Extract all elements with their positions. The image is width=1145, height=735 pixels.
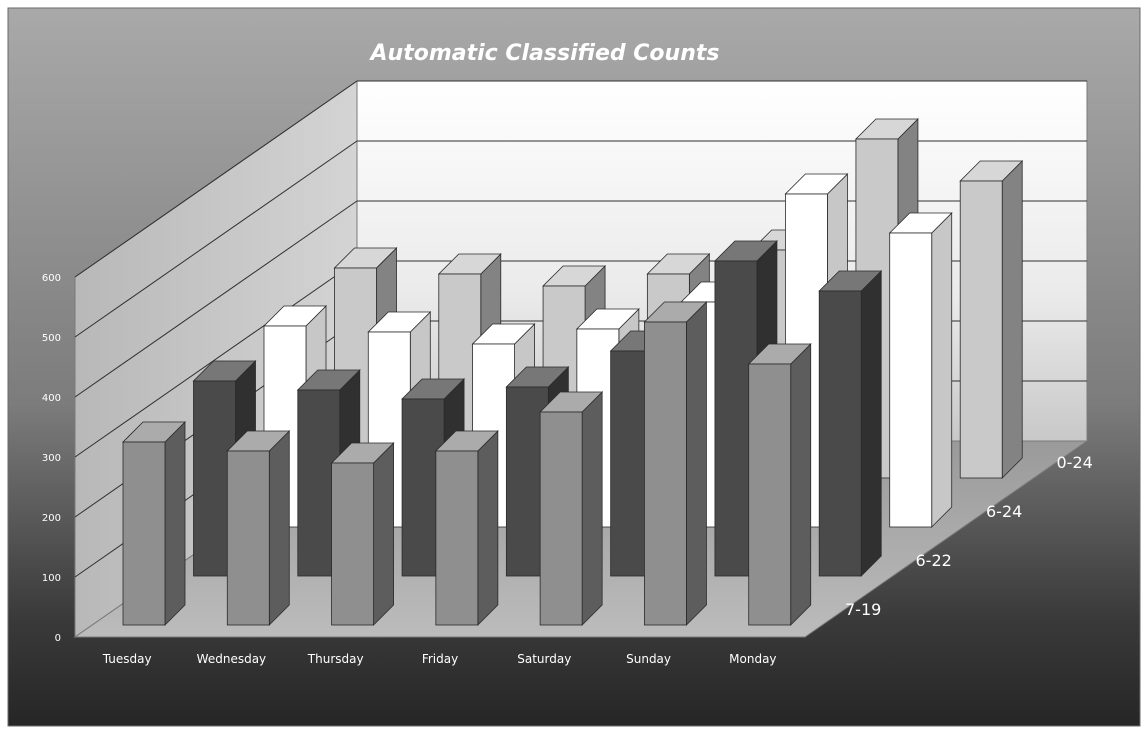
y-tick-label: 300 — [42, 453, 61, 464]
bar — [747, 343, 812, 626]
bar-side — [373, 442, 394, 626]
category-label: Saturday — [517, 652, 571, 666]
series-label: 6-24 — [986, 502, 1022, 521]
bar-front — [122, 441, 166, 626]
y-tick-label: 0 — [55, 633, 61, 644]
bar-front — [331, 462, 374, 626]
bar-side — [860, 270, 882, 577]
bar — [539, 391, 604, 626]
bar — [330, 442, 395, 626]
chart-title: Automatic Classified Counts — [369, 41, 720, 66]
bar — [643, 301, 708, 626]
chart-bars — [122, 118, 1024, 626]
bar-front — [959, 180, 1003, 479]
chart-axis-labels: 0 100 200 300 400 500 600 Tuesday Wednesday Thurs… — [42, 273, 1093, 666]
gridline-side — [74, 260, 358, 458]
bar-side — [1001, 160, 1023, 479]
y-tick-label: 100 — [42, 573, 61, 584]
y-tick-label: 600 — [42, 273, 61, 284]
gridline-side — [74, 140, 358, 338]
gridline-side — [74, 80, 358, 278]
category-label: Sunday — [626, 652, 671, 666]
bar-front — [818, 290, 862, 577]
bar-side — [477, 430, 499, 626]
y-tick-label: 400 — [42, 393, 61, 404]
bar — [959, 160, 1024, 479]
y-tick-label: 200 — [42, 513, 61, 524]
bar — [434, 430, 499, 626]
category-label: Tuesday — [102, 652, 152, 666]
bar-front — [889, 232, 933, 528]
y-tick-label: 500 — [42, 333, 61, 344]
category-label: Wednesday — [197, 652, 266, 666]
bar — [888, 212, 953, 528]
bar-side — [581, 391, 603, 626]
series-label: 0-24 — [1057, 453, 1093, 472]
bar-front — [539, 411, 583, 626]
bar — [226, 430, 291, 626]
bar-front — [644, 321, 687, 626]
bar — [122, 421, 186, 626]
category-label: Monday — [729, 652, 776, 666]
bar — [818, 270, 883, 577]
bar-side — [790, 343, 812, 626]
bar-side — [931, 212, 953, 528]
bar-front — [748, 363, 792, 626]
bar-side — [268, 430, 290, 626]
series-label: 6-22 — [916, 551, 952, 570]
bar-side — [164, 421, 186, 626]
bar-front — [435, 450, 479, 626]
bar-front — [226, 450, 270, 626]
series-label: 7-19 — [845, 600, 881, 619]
bar-side — [686, 301, 707, 626]
category-label: Thursday — [307, 652, 364, 666]
gridline-side — [74, 200, 358, 398]
category-label: Friday — [422, 652, 458, 666]
